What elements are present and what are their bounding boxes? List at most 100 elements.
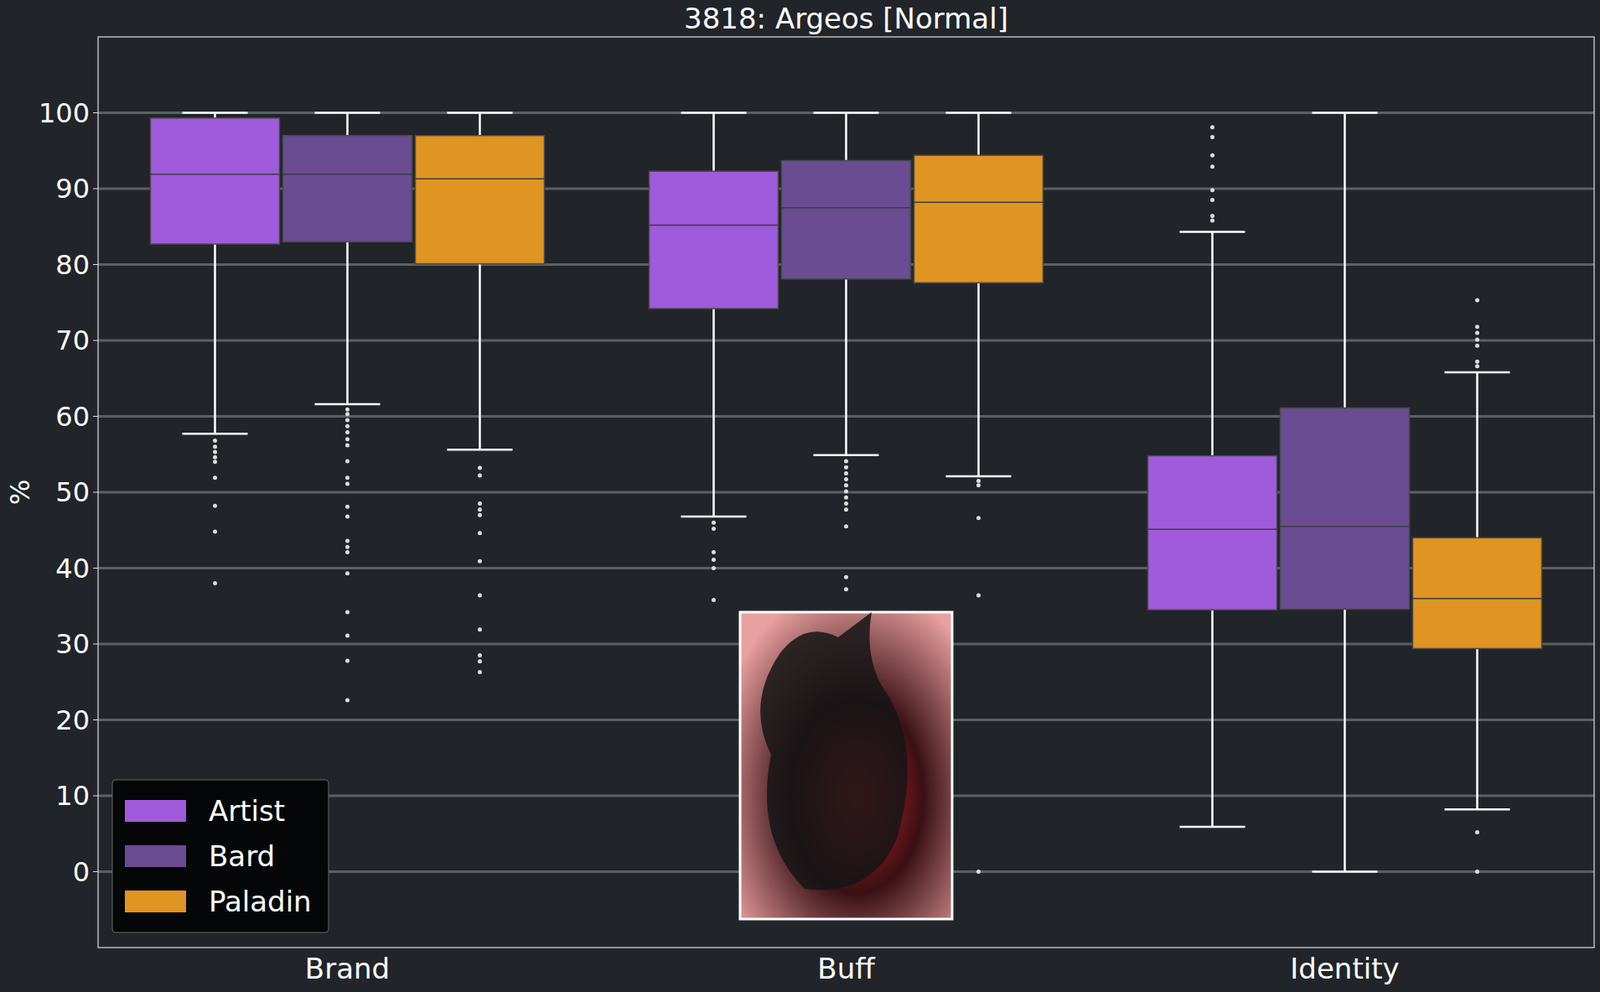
whisker — [712, 308, 715, 517]
whisker — [1343, 608, 1347, 871]
legend-label: Artist — [208, 793, 285, 828]
whisker-cap — [182, 432, 249, 435]
whisker — [844, 113, 848, 161]
whisker-cap — [681, 515, 747, 518]
outlier — [711, 565, 716, 570]
outlier — [844, 501, 849, 506]
tick-mark — [93, 719, 99, 720]
marks — [150, 113, 1543, 875]
outlier — [1475, 359, 1480, 364]
whisker — [712, 113, 715, 172]
outlier — [1210, 213, 1215, 218]
tick-mark — [93, 643, 99, 645]
outlier — [345, 475, 350, 480]
outlier — [976, 482, 981, 487]
outlier — [212, 475, 218, 480]
outlier — [477, 473, 482, 478]
outlier — [1210, 164, 1215, 169]
plot-frame — [98, 36, 1595, 948]
box — [1413, 537, 1543, 648]
whisker-cap — [1312, 111, 1378, 114]
whisker — [844, 279, 848, 456]
outlier — [477, 512, 482, 518]
whisker-cap — [1312, 869, 1378, 873]
outlier — [345, 633, 350, 638]
outlier — [844, 471, 849, 476]
outlier — [477, 466, 482, 471]
outlier — [345, 458, 350, 463]
outlier — [976, 593, 981, 598]
outlier — [976, 478, 981, 483]
outlier — [844, 586, 849, 591]
outlier — [212, 450, 218, 455]
outlier — [345, 538, 350, 543]
whisker-cap — [681, 111, 747, 114]
outlier — [477, 507, 482, 512]
whisker-cap — [813, 453, 880, 456]
outlier — [1210, 197, 1215, 202]
outlier — [1475, 337, 1480, 342]
outlier — [711, 557, 716, 562]
chart: 01020304050607080901003818: Argeos [Norm… — [0, 0, 1600, 992]
axis-label: % — [4, 479, 37, 505]
tick-label: 40 — [55, 552, 90, 585]
outlier — [345, 549, 350, 555]
whisker-cap — [182, 111, 249, 114]
outlier — [345, 481, 350, 487]
tick-label: 30 — [55, 627, 90, 660]
outlier — [477, 652, 482, 658]
median — [914, 201, 1044, 204]
outlier — [711, 549, 716, 555]
outlier — [345, 697, 350, 702]
tick-mark — [93, 415, 99, 417]
tick-label: 90 — [55, 172, 90, 205]
tick-label: 70 — [55, 324, 90, 357]
whisker — [1475, 372, 1479, 538]
legend-swatch — [124, 799, 187, 822]
outlier — [1210, 124, 1215, 130]
median — [781, 207, 912, 209]
outlier — [1475, 324, 1480, 329]
whisker-cap — [447, 111, 513, 114]
whisker — [478, 113, 482, 136]
whisker-cap — [1444, 807, 1511, 811]
whisker-cap — [946, 111, 1012, 114]
tick-label: 10 — [55, 779, 90, 812]
outlier — [711, 520, 716, 525]
outlier — [477, 626, 482, 632]
outlier — [1475, 869, 1480, 874]
whisker-cap — [315, 111, 381, 114]
outlier — [711, 526, 716, 531]
median — [283, 173, 413, 176]
whisker-cap — [813, 111, 880, 114]
median — [649, 224, 779, 227]
box — [914, 155, 1044, 283]
outlier — [212, 455, 218, 460]
whisker — [346, 113, 349, 136]
whisker-cap — [946, 475, 1012, 478]
legend-label: Paladin — [208, 884, 312, 918]
legend-frame — [112, 779, 329, 933]
outlier — [212, 580, 218, 586]
outlier — [477, 669, 482, 674]
boss-image — [740, 611, 953, 919]
legend-label: Bard — [208, 838, 275, 873]
outlier — [212, 444, 218, 449]
outlier — [1475, 829, 1480, 834]
legend-swatch — [124, 890, 187, 912]
outlier — [711, 597, 716, 602]
outlier — [1475, 330, 1480, 335]
whisker — [213, 243, 217, 434]
whisker — [346, 241, 349, 404]
box — [649, 170, 779, 309]
median — [415, 177, 545, 180]
whisker — [1343, 113, 1347, 409]
outlier — [844, 476, 849, 482]
tick-mark — [93, 567, 99, 569]
outlier — [844, 574, 849, 580]
outlier — [345, 544, 350, 549]
outlier — [844, 507, 849, 512]
tick-mark — [93, 491, 99, 493]
boss-silhouette — [760, 611, 908, 890]
outlier — [345, 657, 350, 663]
